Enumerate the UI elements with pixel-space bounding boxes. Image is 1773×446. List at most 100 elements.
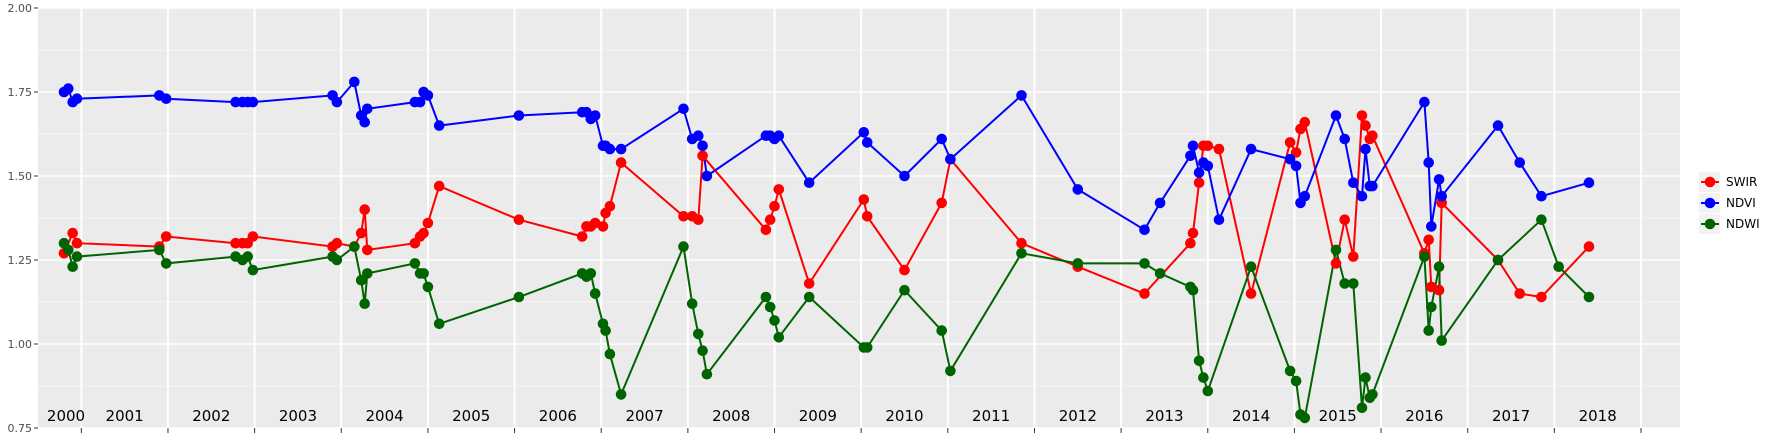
legend-key-point <box>1704 218 1716 230</box>
data-point-ndvi <box>1290 160 1302 172</box>
data-point-ndwi <box>1139 258 1150 269</box>
data-point-swir <box>513 214 525 225</box>
data-point-ndwi <box>701 368 713 380</box>
data-point-ndwi <box>861 342 873 353</box>
year-label: 2005 <box>452 407 490 425</box>
data-point-ndwi <box>242 251 253 262</box>
data-point-swir <box>1193 177 1205 188</box>
data-point-swir <box>71 237 83 249</box>
data-point-ndvi <box>362 103 373 115</box>
data-point-swir <box>1356 110 1368 121</box>
data-point-ndwi <box>1348 278 1359 289</box>
data-point-ndwi <box>1330 244 1342 256</box>
data-point-swir <box>861 211 873 222</box>
data-point-ndwi <box>331 254 343 266</box>
data-point-ndvi <box>1436 190 1447 202</box>
data-point-ndwi <box>160 258 172 269</box>
y-tick-label: 0.75 <box>8 422 33 435</box>
data-point-ndvi <box>1299 190 1311 202</box>
data-point-ndvi <box>701 170 713 182</box>
data-point-ndvi <box>1492 120 1504 131</box>
data-point-ndvi <box>1154 197 1166 209</box>
data-point-ndwi <box>349 241 360 252</box>
data-point-swir <box>362 244 373 256</box>
data-point-ndwi <box>1202 385 1214 397</box>
data-point-swir <box>355 227 367 239</box>
data-point-ndvi <box>1072 184 1084 195</box>
data-point-swir <box>1514 288 1525 299</box>
data-point-ndwi <box>1016 248 1027 259</box>
data-point-swir <box>1367 130 1378 141</box>
data-point-ndvi <box>71 93 83 104</box>
data-point-ndvi <box>1185 150 1196 162</box>
data-point-ndvi <box>433 120 445 131</box>
data-point-swir <box>1202 140 1214 152</box>
data-point-swir <box>760 224 772 236</box>
data-point-ndvi <box>697 140 708 152</box>
data-point-swir <box>1213 143 1225 155</box>
data-point-ndwi <box>1299 412 1311 424</box>
data-point-swir <box>1423 234 1434 246</box>
legend-label: NDWI <box>1726 217 1760 231</box>
data-point-swir <box>160 231 172 242</box>
data-point-ndvi <box>1360 143 1371 155</box>
data-point-ndwi <box>1436 335 1447 346</box>
data-point-ndvi <box>936 133 947 145</box>
year-label: 2011 <box>972 407 1010 425</box>
data-point-ndwi <box>362 268 373 279</box>
data-point-ndwi <box>359 298 371 310</box>
data-point-ndwi <box>513 291 525 303</box>
data-point-swir <box>331 237 343 249</box>
data-point-ndwi <box>1426 301 1437 313</box>
data-point-swir <box>678 211 689 222</box>
data-point-swir <box>418 227 429 239</box>
year-label: 2009 <box>799 407 837 425</box>
data-point-ndvi <box>331 96 343 108</box>
data-point-swir <box>1536 291 1547 303</box>
data-point-swir <box>1284 137 1296 148</box>
data-point-ndvi <box>1356 190 1368 202</box>
data-point-swir <box>247 231 259 242</box>
y-tick-label: 1.50 <box>8 170 33 183</box>
data-point-swir <box>697 150 708 162</box>
year-label: 2015 <box>1319 407 1357 425</box>
data-point-ndvi <box>1187 140 1199 152</box>
data-point-ndwi <box>600 325 611 336</box>
data-point-ndvi <box>1536 190 1547 202</box>
year-label: 2004 <box>366 407 404 425</box>
data-point-ndvi <box>1367 180 1378 192</box>
data-point-ndvi <box>1339 133 1350 145</box>
data-point-ndwi <box>1245 261 1257 273</box>
data-point-ndwi <box>1339 278 1350 289</box>
data-point-swir <box>764 214 776 225</box>
data-point-ndwi <box>697 345 708 357</box>
data-point-ndvi <box>1423 157 1434 168</box>
data-point-ndvi <box>1433 174 1445 185</box>
data-point-ndwi <box>604 348 616 360</box>
data-point-swir <box>858 194 870 205</box>
data-point-ndwi <box>1356 402 1368 414</box>
legend-key-point <box>1704 176 1716 188</box>
legend-label: SWIR <box>1726 175 1757 189</box>
year-label: 2001 <box>106 407 144 425</box>
year-label: 2010 <box>885 407 923 425</box>
data-point-swir <box>422 217 434 229</box>
year-label: 2000 <box>47 407 85 425</box>
data-point-ndvi <box>359 116 371 128</box>
data-point-ndwi <box>1492 254 1504 266</box>
data-point-ndwi <box>760 291 772 303</box>
data-point-ndwi <box>63 244 74 256</box>
y-tick-label: 1.00 <box>8 338 33 351</box>
data-point-ndwi <box>693 328 704 340</box>
data-point-ndwi <box>1423 325 1434 336</box>
data-point-swir <box>359 204 371 215</box>
data-point-swir <box>1330 258 1342 269</box>
data-point-ndvi <box>678 103 689 115</box>
data-point-swir <box>1187 227 1199 239</box>
data-point-ndvi <box>589 110 601 121</box>
data-point-ndvi <box>1514 157 1525 168</box>
data-point-ndwi <box>1154 268 1166 279</box>
data-point-ndwi <box>764 301 776 313</box>
data-point-swir <box>773 184 785 195</box>
